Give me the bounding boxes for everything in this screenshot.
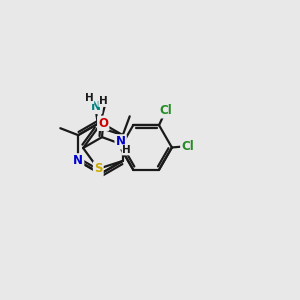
Text: N: N [116, 135, 126, 148]
Text: Cl: Cl [159, 104, 172, 117]
Text: H: H [85, 93, 94, 103]
Text: N: N [91, 100, 101, 113]
Text: N: N [73, 154, 83, 167]
Text: O: O [98, 117, 108, 130]
Text: Cl: Cl [181, 140, 194, 153]
Text: H: H [122, 145, 131, 155]
Text: S: S [94, 162, 103, 176]
Text: H: H [99, 96, 108, 106]
